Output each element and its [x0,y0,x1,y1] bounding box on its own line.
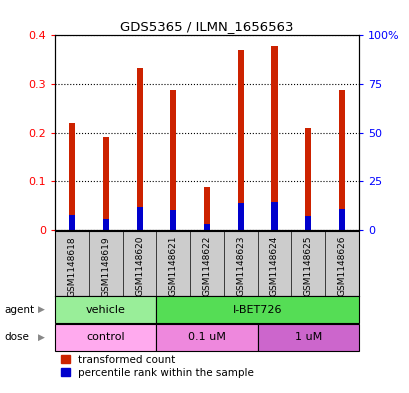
Text: GSM1148623: GSM1148623 [236,236,245,296]
Bar [338,90,344,230]
Text: GSM1148625: GSM1148625 [303,236,312,296]
Text: GSM1148618: GSM1148618 [67,236,76,296]
Bar [170,90,176,230]
Bar [55,296,156,323]
Bar [156,324,257,351]
Bar [304,128,310,230]
Text: GSM1148626: GSM1148626 [337,236,346,296]
Text: 1 uM: 1 uM [294,332,321,342]
Bar [204,224,209,230]
Legend: transformed count, percentile rank within the sample: transformed count, percentile rank withi… [61,355,254,378]
Bar [257,324,358,351]
Bar [237,50,243,230]
Bar [271,202,277,230]
Text: ▶: ▶ [38,333,45,342]
Text: GSM1148621: GSM1148621 [169,236,178,296]
Bar [69,123,75,230]
Bar [170,210,176,230]
Text: dose: dose [4,332,29,342]
Bar [156,296,358,323]
Text: 0.1 uM: 0.1 uM [188,332,225,342]
Text: control: control [86,332,125,342]
Bar [103,219,109,230]
Text: GSM1148624: GSM1148624 [269,236,278,296]
Bar [237,203,243,230]
Bar [55,324,156,351]
Bar [136,68,142,230]
Bar [69,215,75,230]
Text: vehicle: vehicle [86,305,126,315]
Title: GDS5365 / ILMN_1656563: GDS5365 / ILMN_1656563 [120,20,293,33]
Text: ▶: ▶ [38,305,45,314]
Text: GSM1148620: GSM1148620 [135,236,144,296]
Bar [271,46,277,230]
Bar [338,209,344,230]
Bar [304,216,310,230]
Text: GSM1148622: GSM1148622 [202,236,211,296]
Bar [204,187,209,230]
Bar [103,136,109,230]
Text: I-BET726: I-BET726 [232,305,282,315]
Bar [136,207,142,230]
Text: GSM1148619: GSM1148619 [101,236,110,296]
Text: agent: agent [4,305,34,315]
